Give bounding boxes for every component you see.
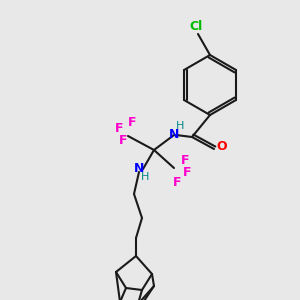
Text: F: F: [128, 116, 136, 128]
Text: F: F: [181, 154, 189, 167]
Text: N: N: [169, 128, 179, 140]
Text: F: F: [183, 167, 191, 179]
Text: Cl: Cl: [189, 20, 203, 34]
Text: H: H: [176, 121, 184, 131]
Text: H: H: [141, 172, 149, 182]
Text: F: F: [173, 176, 181, 188]
Text: F: F: [115, 122, 123, 134]
Text: N: N: [134, 161, 144, 175]
Text: O: O: [217, 140, 227, 154]
Text: F: F: [119, 134, 127, 148]
